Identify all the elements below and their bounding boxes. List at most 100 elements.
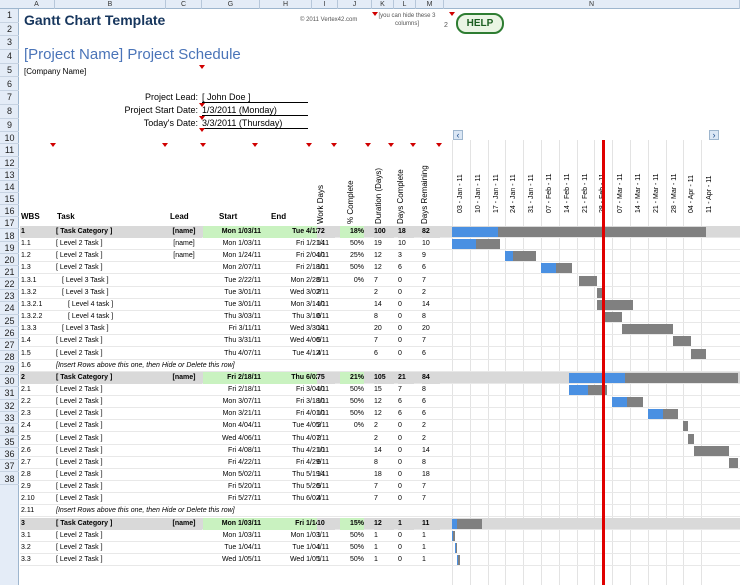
column-letter[interactable]: H	[260, 0, 312, 9]
days-remaining-cell[interactable]: 20	[422, 325, 430, 333]
task-row[interactable]: 2.1 [ Level 2 Task ] Fri 2/18/11 Fri 3/04/1…	[20, 384, 740, 396]
wbs-cell[interactable]: 1.3.3	[21, 325, 37, 333]
task-name-cell[interactable]: [ Level 2 Task ]	[56, 543, 103, 551]
start-date-cell[interactable]: Mon 2/07/11	[222, 264, 261, 272]
task-name-cell[interactable]: [ Level 3 Task ]	[62, 288, 109, 296]
days-remaining-cell[interactable]	[422, 505, 440, 517]
pct-complete-cell[interactable]: 50%	[349, 531, 364, 539]
task-name-cell[interactable]: [ Level 2 Task ]	[56, 556, 103, 564]
pct-complete-cell[interactable]: 50%	[349, 398, 364, 406]
lead-cell[interactable]	[166, 348, 202, 360]
gantt-bar-remaining[interactable]	[513, 251, 536, 262]
row-number[interactable]: 14	[0, 181, 19, 194]
gantt-bar-remaining[interactable]	[663, 409, 679, 420]
gantt-bar-remaining[interactable]	[456, 518, 483, 529]
days-remaining-cell[interactable]: 1	[422, 556, 426, 564]
row-number[interactable]: 9	[0, 119, 19, 133]
end-date-cell[interactable]: Mon 3/14/11	[290, 300, 329, 308]
pct-complete-cell[interactable]	[340, 433, 364, 445]
pct-complete-cell[interactable]	[340, 311, 364, 323]
task-row[interactable]: 2.5 [ Level 2 Task ] Wed 4/06/11 Thu 4/07/1…	[20, 433, 740, 445]
task-name-cell[interactable]: [ Task Category ]	[56, 517, 166, 530]
row-number[interactable]: 13	[0, 169, 19, 181]
days-complete-cell[interactable]: 0	[398, 483, 402, 491]
days-remaining-cell[interactable]: 6	[422, 349, 426, 357]
work-days-cell[interactable]: 10	[317, 264, 325, 272]
pct-complete-cell[interactable]	[340, 360, 364, 372]
insert-note-row[interactable]: 1.6 [Insert Rows above this one, then Hid…	[20, 360, 740, 372]
days-complete-cell[interactable]: 0	[398, 422, 402, 430]
start-date-cell[interactable]: Fri 2/18/11	[228, 385, 261, 393]
row-number[interactable]: 18	[0, 230, 19, 242]
duration-cell[interactable]: 14	[374, 446, 382, 454]
task-name-cell[interactable]: [ Level 2 Task ]	[56, 446, 103, 454]
work-days-cell[interactable]: 10	[317, 252, 325, 260]
row-number[interactable]: 32	[0, 400, 19, 412]
duration-cell[interactable]: 2	[374, 434, 378, 442]
row-number[interactable]: 21	[0, 266, 19, 279]
days-complete-cell[interactable]: 0	[398, 434, 402, 442]
project-lead-value[interactable]: [ John Doe ]	[202, 92, 308, 103]
days-complete-cell[interactable]: 0	[398, 276, 402, 284]
days-complete-cell[interactable]: 0	[398, 300, 402, 308]
days-remaining-cell[interactable]: 7	[422, 276, 426, 284]
end-date-cell[interactable]: Tue 4/12/11	[292, 349, 329, 357]
task-row[interactable]: 1.4 [ Level 2 Task ] Thu 3/31/11 Wed 4/06/1…	[20, 335, 740, 348]
gantt-bar-remaining[interactable]	[455, 542, 458, 553]
task-name-cell[interactable]: [ Level 2 Task ]	[56, 410, 103, 418]
column-letter[interactable]: K	[372, 0, 394, 9]
row-number[interactable]: 29	[0, 363, 19, 376]
task-row[interactable]: 1.5 [ Level 2 Task ] Thu 4/07/11 Tue 4/12/1…	[20, 348, 740, 360]
lead-cell[interactable]	[166, 457, 202, 469]
start-date-cell[interactable]: Mon 3/07/11	[222, 398, 261, 406]
task-name-cell[interactable]: [ Task Category ]	[56, 371, 166, 384]
days-complete-cell[interactable]: 6	[398, 398, 402, 406]
wbs-cell[interactable]: 1.3.2.2	[21, 313, 43, 321]
work-days-cell[interactable]	[317, 360, 335, 372]
days-remaining-cell[interactable]: 18	[422, 471, 430, 478]
task-row[interactable]: 2.3 [ Level 2 Task ] Mon 3/21/11 Fri 4/01/1…	[20, 408, 740, 421]
task-name-cell[interactable]: [ Level 2 Task ]	[56, 252, 103, 260]
lead-cell[interactable]	[166, 469, 202, 481]
wbs-cell[interactable]: 2.9	[21, 483, 31, 491]
start-date-cell[interactable]: Wed 4/06/11	[221, 434, 261, 442]
lead-cell[interactable]	[166, 384, 202, 396]
start-date-cell[interactable]: Mon 1/03/11	[203, 517, 261, 530]
wbs-cell[interactable]: 2.11	[21, 507, 35, 515]
days-complete-cell[interactable]: 0	[398, 446, 402, 454]
days-complete-cell[interactable]	[398, 505, 414, 517]
lead-cell[interactable]	[166, 505, 202, 517]
days-complete-cell[interactable]: 0	[398, 337, 402, 345]
start-date-cell[interactable]: Thu 4/07/11	[224, 349, 261, 357]
days-complete-cell[interactable]: 6	[398, 410, 402, 418]
task-row[interactable]: 1.3.2.2 [ Level 4 task ] Thu 3/03/11 Thu 3/…	[20, 311, 740, 324]
todays-date-value[interactable]: 3/3/2011 (Thursday)	[202, 118, 308, 129]
lead-cell[interactable]: [name]	[166, 517, 202, 530]
pct-complete-cell[interactable]	[340, 505, 364, 517]
end-date-cell[interactable]: Fri 4/29/11	[296, 458, 329, 466]
gantt-bar-complete[interactable]	[454, 542, 456, 553]
work-days-cell[interactable]: 10	[317, 385, 325, 393]
days-remaining-cell[interactable]: 10	[422, 240, 430, 248]
days-complete-cell[interactable]	[398, 360, 414, 372]
task-row[interactable]: 1.3.1 [ Level 3 Task ] Tue 2/22/11 Mon 2/28…	[20, 275, 740, 287]
days-remaining-cell[interactable]: 11	[422, 517, 440, 530]
row-number[interactable]: 25	[0, 315, 19, 327]
start-date-cell[interactable]	[203, 505, 261, 517]
task-row[interactable]: 1.1 [ Level 2 Task ] [name] Mon 1/03/11 Fri …	[20, 238, 740, 251]
end-date-cell[interactable]: Fri 4/01/11	[296, 410, 329, 418]
category-row[interactable]: 3[ Task Category ] [name] Mon 1/03/11 Fri 1…	[20, 517, 740, 530]
pct-complete-cell[interactable]	[340, 481, 364, 493]
gantt-bar-remaining[interactable]	[627, 397, 643, 408]
days-remaining-cell[interactable]: 8	[422, 385, 426, 393]
duration-cell[interactable]: 2	[374, 288, 378, 296]
task-name-cell[interactable]: [ Level 2 Task ]	[56, 240, 103, 248]
task-name-cell[interactable]: [ Level 2 Task ]	[56, 337, 103, 345]
work-days-cell[interactable]: 2	[317, 434, 321, 442]
category-row[interactable]: 2[ Task Category ] [name] Fri 2/18/11 Thu 6…	[20, 371, 740, 384]
wbs-cell[interactable]: 3.2	[21, 543, 31, 551]
end-date-cell[interactable]: Fri 2/04/11	[296, 252, 329, 260]
gantt-bar-complete[interactable]	[452, 227, 498, 237]
wbs-cell[interactable]: 2.4	[21, 422, 31, 430]
end-date-cell[interactable]: Tue 1/04/11	[292, 543, 329, 551]
